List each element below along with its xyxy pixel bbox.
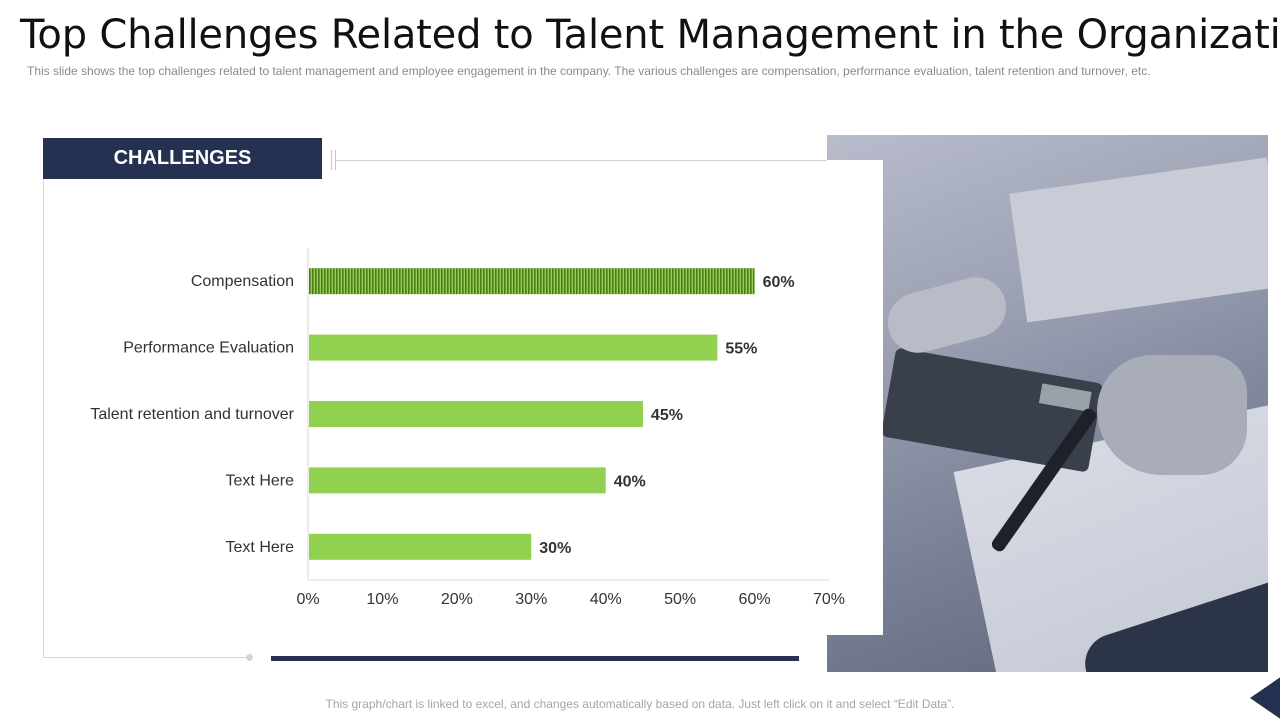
frame-line-left [43, 160, 44, 658]
x-tick-label: 0% [296, 591, 319, 608]
challenges-header: CHALLENGES [43, 138, 322, 179]
photo-hand-right [1097, 355, 1247, 475]
frame-dot [246, 654, 253, 661]
data-label: 55% [725, 341, 757, 358]
x-tick-label: 60% [739, 591, 771, 608]
bar [309, 401, 643, 427]
x-tick-label: 10% [366, 591, 398, 608]
category-label: Talent retention and turnover [90, 406, 294, 423]
category-label: Text Here [226, 472, 295, 489]
x-tick-label: 20% [441, 591, 473, 608]
corner-triangle [1250, 676, 1280, 720]
bar [309, 533, 532, 560]
business-photo [827, 135, 1268, 672]
data-label: 45% [651, 407, 683, 424]
frame-line-bottom [43, 657, 248, 658]
data-label: 60% [763, 274, 795, 291]
x-tick-label: 50% [664, 591, 696, 608]
x-tick-label: 40% [590, 591, 622, 608]
frame-tick [331, 150, 332, 170]
data-label: 30% [539, 540, 571, 557]
bar [309, 334, 718, 361]
x-tick-label: 30% [515, 591, 547, 608]
frame-tick [335, 150, 336, 170]
navy-accent-bar [271, 656, 799, 661]
bar [309, 467, 606, 494]
frame-line-top [335, 160, 827, 161]
data-label: 40% [614, 473, 646, 490]
x-tick-label: 70% [813, 591, 845, 608]
page-subtitle: This slide shows the top challenges rela… [27, 64, 1151, 78]
category-label: Performance Evaluation [123, 340, 294, 357]
category-label: Text Here [226, 539, 295, 556]
category-label: Compensation [191, 273, 294, 290]
footer-note: This graph/chart is linked to excel, and… [325, 697, 955, 711]
challenges-header-label: CHALLENGES [113, 147, 252, 169]
page-title: Top Challenges Related to Talent Managem… [20, 12, 1280, 58]
bar [309, 268, 755, 295]
